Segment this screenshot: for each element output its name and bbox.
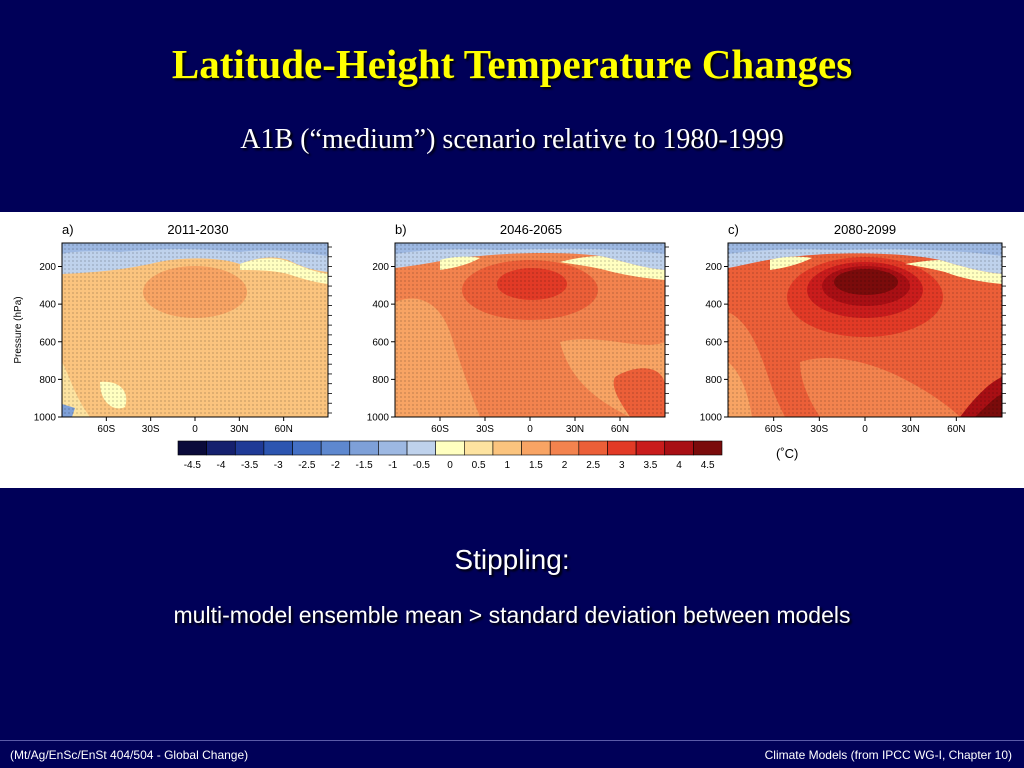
colorbar-swatch xyxy=(292,440,322,456)
panel-c-label: c) xyxy=(728,222,739,237)
panel-c-period: 2080-2099 xyxy=(834,222,896,237)
footer-course: (Mt/Ag/EnSc/EnSt 404/504 - Global Change… xyxy=(10,748,249,762)
colorbar-swatch xyxy=(578,440,608,456)
colorbar-swatch xyxy=(177,440,207,456)
x-tick-label: 60N xyxy=(947,424,965,435)
x-tick-label: 60N xyxy=(611,424,629,435)
y-tick-label: 1000 xyxy=(367,413,390,424)
slide-title: Latitude-Height Temperature Changes xyxy=(171,41,853,87)
footer-divider xyxy=(0,740,1024,741)
panel-a-contours xyxy=(62,243,328,417)
colorbar-label: 0.5 xyxy=(472,460,486,471)
panel-b-contours xyxy=(395,243,665,417)
colorbar-swatch xyxy=(234,440,265,456)
colorbar-swatch xyxy=(521,440,551,456)
colorbar-swatch xyxy=(435,440,465,456)
x-tick-label: 60S xyxy=(431,424,449,435)
x-tick-label: 0 xyxy=(527,424,533,435)
stippling-heading: Stippling: xyxy=(454,544,570,575)
colorbar-swatch xyxy=(263,440,293,456)
y-tick-label: 200 xyxy=(372,262,389,273)
panel-a-label: a) xyxy=(62,222,74,237)
x-tick-label: 0 xyxy=(192,424,198,435)
colorbar-swatch xyxy=(464,440,494,456)
y-tick-label: 600 xyxy=(705,337,722,348)
panel-b-label: b) xyxy=(395,222,407,237)
y-tick-label: 200 xyxy=(39,262,56,273)
panel-c: c) 2080-2099 200 400 600 800 1000 60S xyxy=(700,222,1006,435)
colorbar: -4.5 -4 -3.5 -3 -2.5 -2 -1.5 -1 -0.5 0 0.5 1 1.5 2 2.5… xyxy=(177,440,723,471)
y-tick-label: 600 xyxy=(39,337,56,348)
colorbar-swatch xyxy=(693,440,723,456)
x-tick-label: 60S xyxy=(765,424,783,435)
colorbar-label: 3.5 xyxy=(643,460,657,471)
footer-source: Climate Models (from IPCC WG-I, Chapter … xyxy=(764,748,1012,762)
y-tick-label: 800 xyxy=(39,375,56,386)
panel-a-period: 2011-2030 xyxy=(167,222,228,237)
x-tick-label: 60S xyxy=(97,424,115,435)
y-tick-label: 1000 xyxy=(700,413,723,424)
colorbar-label: -2.5 xyxy=(298,460,316,471)
colorbar-swatch xyxy=(549,440,580,456)
colorbar-label: 1.5 xyxy=(529,460,543,471)
colorbar-swatch xyxy=(664,440,694,456)
colorbar-swatch xyxy=(607,440,637,456)
colorbar-swatch xyxy=(320,440,351,456)
figure-svg: Pressure (hPa) a) 2011-2030 200400600800… xyxy=(13,222,1006,471)
y-tick-label: 400 xyxy=(372,300,389,311)
y-tick-label: 1000 xyxy=(34,413,57,424)
slide-subtitle: A1B (“medium”) scenario relative to 1980… xyxy=(240,124,784,155)
colorbar-label: 2 xyxy=(562,460,568,471)
x-tick-label: 60N xyxy=(274,424,292,435)
colorbar-label: -3 xyxy=(274,460,283,471)
x-tick-label: 30N xyxy=(230,424,248,435)
panel-c-contours xyxy=(728,243,1002,417)
stippling-description: multi-model ensemble mean > standard dev… xyxy=(173,602,851,628)
colorbar-label: -4 xyxy=(216,460,225,471)
colorbar-label: 0 xyxy=(447,460,453,471)
x-tick-label: 30N xyxy=(901,424,919,435)
colorbar-unit: (˚C) xyxy=(776,446,798,461)
colorbar-label: -0.5 xyxy=(413,460,431,471)
x-tick-label: 30S xyxy=(810,424,828,435)
y-tick-label: 600 xyxy=(372,337,389,348)
colorbar-label: 2.5 xyxy=(586,460,600,471)
y-tick-label: 200 xyxy=(705,262,722,273)
panel-a: a) 2011-2030 200 400 600 800 1000 60S 30S 0 30N 6… xyxy=(34,222,332,435)
colorbar-swatch xyxy=(492,440,522,456)
colorbar-swatch xyxy=(635,440,666,456)
y-tick-label: 400 xyxy=(39,300,56,311)
y-axis-label: Pressure (hPa) xyxy=(13,296,24,363)
panel-b-period: 2046-2065 xyxy=(500,222,562,237)
colorbar-swatch xyxy=(349,440,379,456)
y-tick-label: 400 xyxy=(705,300,722,311)
colorbar-label: 1 xyxy=(504,460,510,471)
temperature-change-figure: Pressure (hPa) a) 2011-2030 200 400 600 800… xyxy=(0,212,1024,488)
colorbar-label: -3.5 xyxy=(241,460,259,471)
colorbar-label: -2 xyxy=(331,460,340,471)
y-tick-label: 800 xyxy=(372,375,389,386)
y-tick-label: 800 xyxy=(705,375,722,386)
colorbar-label: 4.5 xyxy=(701,460,715,471)
panel-b: b) 2046-2065 200 400 600 800 1000 60S 30S 0 30N 6… xyxy=(367,222,669,435)
colorbar-swatch xyxy=(406,440,436,456)
colorbar-label: -4.5 xyxy=(184,460,202,471)
colorbar-label: -1 xyxy=(388,460,397,471)
x-tick-label: 30N xyxy=(566,424,584,435)
colorbar-label: 3 xyxy=(619,460,625,471)
colorbar-swatch xyxy=(206,440,236,456)
x-tick-label: 30S xyxy=(476,424,494,435)
colorbar-label: 4 xyxy=(676,460,682,471)
colorbar-swatch xyxy=(378,440,408,456)
x-tick-label: 30S xyxy=(142,424,160,435)
colorbar-label: -1.5 xyxy=(355,460,373,471)
x-tick-label: 0 xyxy=(862,424,868,435)
